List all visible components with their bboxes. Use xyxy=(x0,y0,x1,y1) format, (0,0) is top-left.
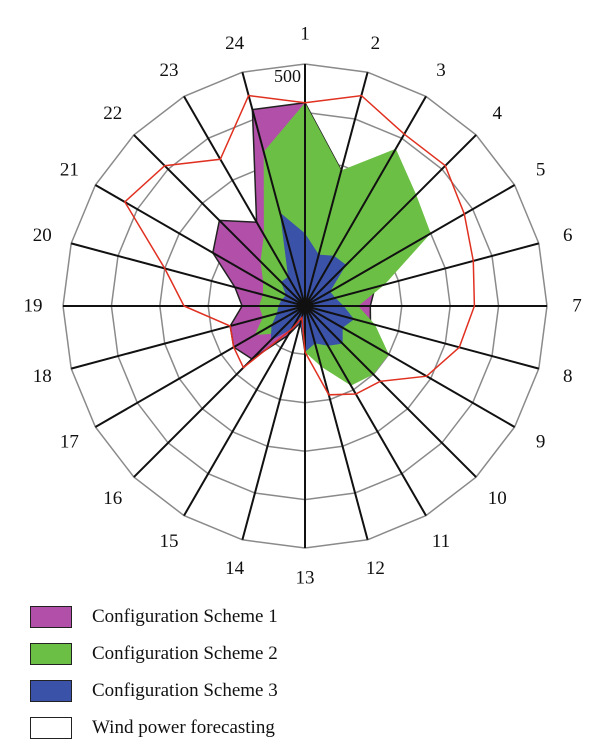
legend-label-wind-forecast: Wind power forecasting xyxy=(92,716,275,738)
spoke-18 xyxy=(70,305,306,370)
legend-swatch-scheme-2 xyxy=(30,642,72,665)
series-area-scheme-3 xyxy=(270,212,355,352)
spoke-12 xyxy=(304,305,369,541)
legend-swatch-scheme-1 xyxy=(30,605,72,628)
spoke-2 xyxy=(304,71,369,307)
category-label-1: 1 xyxy=(300,24,310,45)
category-label-22: 22 xyxy=(103,103,122,124)
spoke-8 xyxy=(304,305,540,370)
spoke-21 xyxy=(94,184,306,307)
category-label-19: 19 xyxy=(24,296,43,317)
category-label-7: 7 xyxy=(572,296,582,317)
category-label-16: 16 xyxy=(103,488,122,509)
category-label-9: 9 xyxy=(536,432,546,453)
spoke-16 xyxy=(133,305,306,478)
chart-legend: Configuration Scheme 1 Configuration Sch… xyxy=(30,598,590,746)
spoke-20 xyxy=(70,242,306,307)
legend-swatch-scheme-3 xyxy=(30,679,72,702)
spoke-22 xyxy=(133,134,306,307)
category-label-3: 3 xyxy=(436,60,446,81)
category-label-5: 5 xyxy=(536,160,546,181)
legend-item-scheme-2: Configuration Scheme 2 xyxy=(30,635,590,672)
spoke-14 xyxy=(241,305,306,541)
spoke-5 xyxy=(304,184,516,307)
category-label-14: 14 xyxy=(225,558,245,579)
spoke-23 xyxy=(183,95,306,307)
spoke-9 xyxy=(304,305,516,428)
category-label-8: 8 xyxy=(563,366,573,387)
spoke-15 xyxy=(183,305,306,517)
category-label-13: 13 xyxy=(296,568,315,589)
legend-label-scheme-1: Configuration Scheme 1 xyxy=(92,605,278,627)
series-line-wind-forecast xyxy=(123,94,476,396)
legend-label-scheme-2: Configuration Scheme 2 xyxy=(92,642,278,664)
spoke-3 xyxy=(304,95,427,307)
spoke-24 xyxy=(241,71,306,307)
category-label-24: 24 xyxy=(225,33,245,54)
category-label-2: 2 xyxy=(371,33,381,54)
legend-item-scheme-1: Configuration Scheme 1 xyxy=(30,598,590,635)
category-label-4: 4 xyxy=(493,103,503,124)
category-label-20: 20 xyxy=(33,225,52,246)
spoke-6 xyxy=(304,242,540,307)
radar-chart: 1 234567891011121314151617181920212223245… xyxy=(24,24,582,589)
spoke-10 xyxy=(304,305,477,478)
legend-label-scheme-3: Configuration Scheme 3 xyxy=(92,679,278,701)
spoke-4 xyxy=(304,134,477,307)
spoke-11 xyxy=(304,305,427,517)
category-label-18: 18 xyxy=(33,366,52,387)
legend-item-wind-forecast: Wind power forecasting xyxy=(30,709,590,746)
spoke-17 xyxy=(94,305,306,428)
legend-swatch-wind-forecast xyxy=(30,716,72,739)
legend-item-scheme-3: Configuration Scheme 3 xyxy=(30,672,590,709)
category-label-21: 21 xyxy=(60,160,79,181)
category-label-12: 12 xyxy=(366,558,385,579)
category-label-17: 17 xyxy=(60,432,79,453)
category-label-11: 11 xyxy=(432,531,450,552)
axis-max-label: 500 xyxy=(274,66,301,86)
category-label-15: 15 xyxy=(160,531,179,552)
category-label-6: 6 xyxy=(563,225,573,246)
category-label-23: 23 xyxy=(160,60,179,81)
category-label-10: 10 xyxy=(488,488,507,509)
